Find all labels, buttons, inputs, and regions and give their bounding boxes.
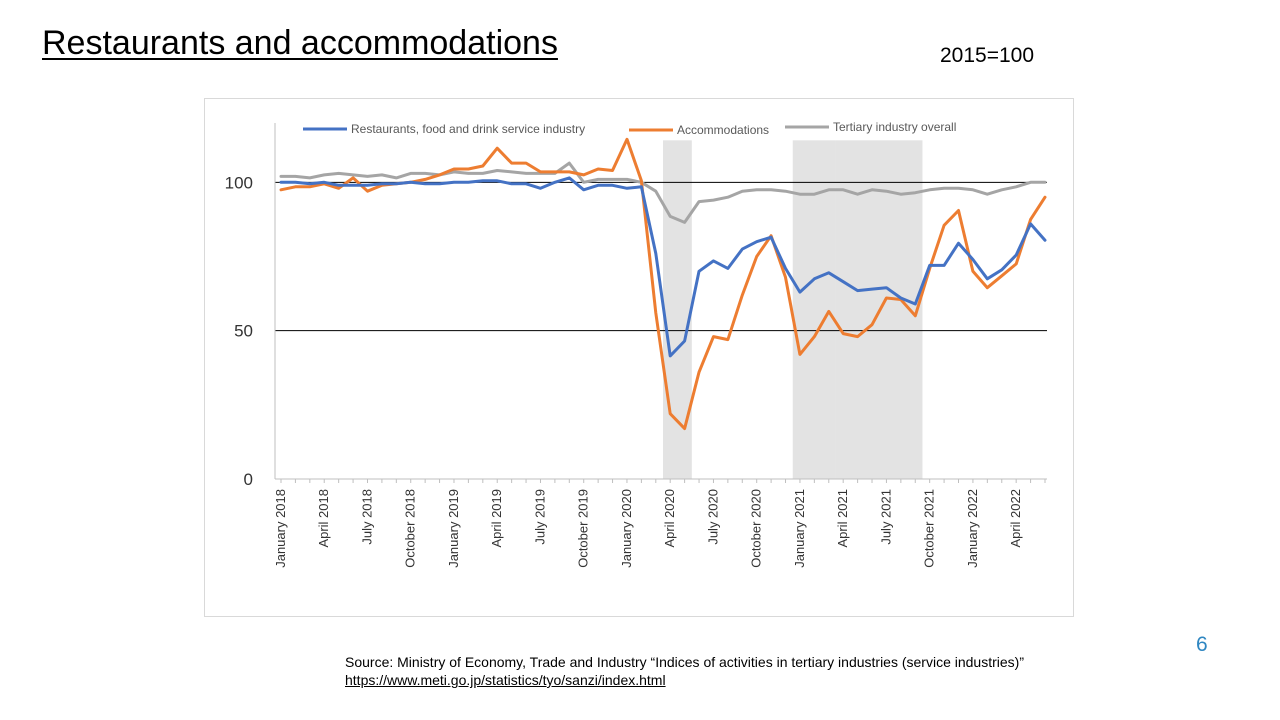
x-tick-label: January 2021 [792,489,807,568]
x-tick-label: January 2018 [273,489,288,568]
x-tick-label: October 2020 [749,489,764,568]
x-tick-label: July 2018 [359,489,374,545]
series-line-tertiary [279,161,1047,224]
base-year-note: 2015=100 [940,44,1035,67]
x-tick-label: October 2018 [403,489,418,568]
x-tick-label: April 2022 [1008,489,1023,548]
x-tick-label: January 2022 [965,489,980,568]
legend-label-restaurants: Restaurants, food and drink service indu… [351,122,585,136]
x-tick-label: July 2020 [705,489,720,545]
x-tick-label: July 2019 [532,489,547,545]
line-chart: 0 50 100 January 2018 April 2018 July 2018 Oct… [225,120,1047,568]
y-tick-label-100: 100 [225,173,253,192]
chart-area: 0 50 100 January 2018 April 2018 July 2018 Oct… [204,98,1074,617]
series-line-restaurants [279,176,1047,358]
source-note: Source: Ministry of Economy, Trade and I… [345,653,1024,689]
x-tick-label: October 2019 [576,489,591,568]
x-tick-label: January 2019 [446,489,461,568]
legend-label-accommodations: Accommodations [677,123,769,137]
legend-label-tertiary: Tertiary industry overall [833,120,956,134]
page-number: 6 [1196,633,1208,656]
shaded-period-2 [792,140,836,480]
y-tick-label-50: 50 [234,322,253,341]
x-tick-label: April 2019 [489,489,504,548]
slide-title: Restaurants and accommodations [42,24,558,62]
x-tick-label: July 2021 [878,489,893,545]
x-tick-label: January 2020 [619,489,634,568]
source-link[interactable]: https://www.meti.go.jp/statistics/tyo/sa… [345,672,666,688]
x-tick-label: April 2020 [662,489,677,548]
shaded-period-1 [663,140,692,480]
x-tick-label: April 2018 [316,489,331,548]
source-text: Source: Ministry of Economy, Trade and I… [345,654,1024,670]
x-tick-label: April 2021 [835,489,850,548]
y-tick-label-0: 0 [244,470,253,489]
x-tick-label: October 2021 [922,489,937,568]
